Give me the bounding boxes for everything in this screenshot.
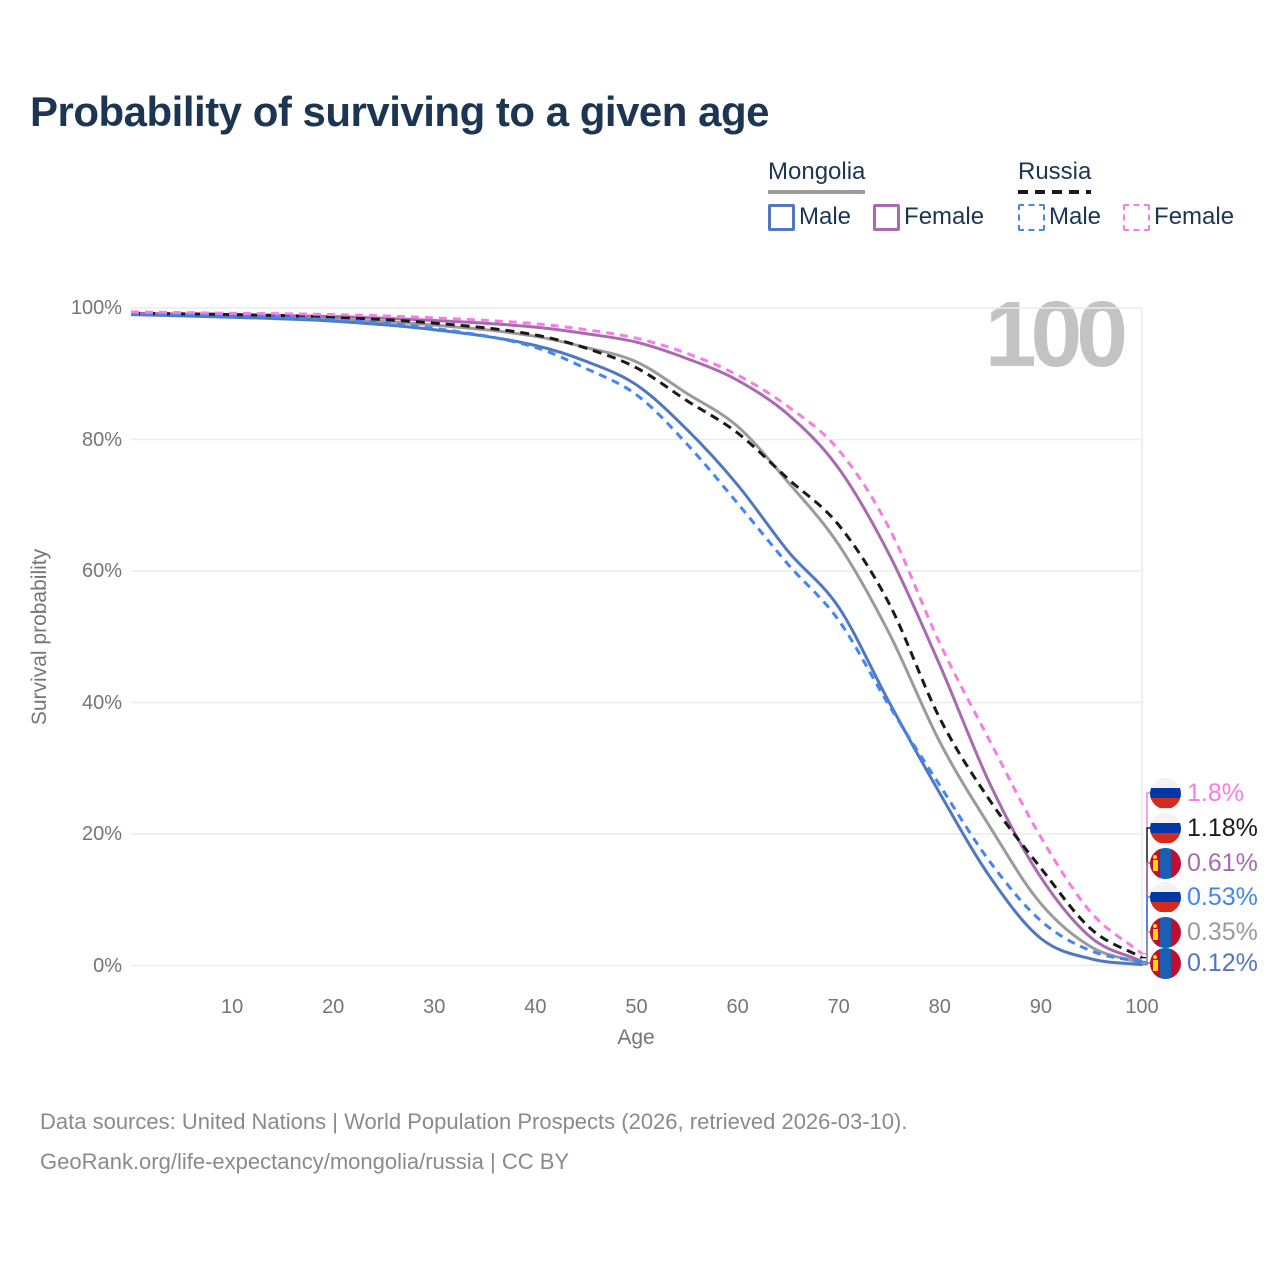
x-tick-40: 40 <box>524 996 547 1018</box>
legend-country-russia: Russia <box>1018 158 1092 185</box>
x-tick-100: 100 <box>1125 996 1159 1018</box>
y-tick-0%: 0% <box>93 954 122 977</box>
russia-line-style-sample <box>1018 190 1092 194</box>
footer-data-sources: Data sources: United Nations | World Pop… <box>40 1109 908 1134</box>
x-tick-20: 20 <box>322 996 345 1018</box>
legend-group-russia: Russia Male Female <box>1018 158 1234 231</box>
y-tick-40%: 40% <box>81 691 122 714</box>
end-value-text: 0.53% <box>1187 882 1258 911</box>
x-tick-70: 70 <box>827 996 850 1018</box>
series-line-russia-both-sexes[interactable] <box>130 311 1143 960</box>
end-label-mongolia-male: 0.12% <box>1150 947 1258 979</box>
end-value-text: 1.18% <box>1187 813 1258 842</box>
end-value-text: 1.8% <box>1187 778 1244 807</box>
y-tick-80%: 80% <box>81 428 122 451</box>
legend-item-russia-male[interactable]: Male <box>1018 203 1101 231</box>
mongolia-female-swatch-icon <box>873 203 901 231</box>
end-label-russia-both-sexes: 1.18% <box>1150 812 1258 844</box>
age-counter: 100 <box>984 282 1128 386</box>
legend-label-mongolia-female: Female <box>904 203 985 230</box>
soyombo-icon <box>1152 854 1158 871</box>
footer: Data sources: United Nations | World Pop… <box>40 1102 907 1182</box>
page-title: Probability of surviving to a given age <box>30 88 769 135</box>
legend-label-russia-male: Male <box>1049 203 1102 230</box>
mongolia-flag-icon <box>1150 916 1181 948</box>
end-value-text: 0.61% <box>1187 848 1258 877</box>
soyombo-icon <box>1152 923 1158 940</box>
mongolia-flag-icon <box>1150 847 1181 879</box>
legend-item-mongolia-female[interactable]: Female <box>873 203 984 231</box>
soyombo-icon <box>1152 954 1158 971</box>
mongolia-male-swatch-icon <box>768 203 795 231</box>
x-tick-90: 90 <box>1029 996 1053 1018</box>
x-axis-title: Age <box>617 1026 655 1049</box>
legend-label-russia-female: Female <box>1154 203 1235 230</box>
legend-item-mongolia-male[interactable]: Male <box>768 203 851 231</box>
russia-flag-icon <box>1150 777 1181 809</box>
end-label-mongolia-both-sexes: 0.35% <box>1150 916 1258 948</box>
russia-female-swatch-icon <box>1123 203 1151 231</box>
russia-flag-icon <box>1150 881 1181 913</box>
series-line-mongolia-male[interactable] <box>130 313 1143 967</box>
end-value-text: 0.35% <box>1187 917 1258 946</box>
y-tick-60%: 60% <box>81 560 122 582</box>
footer-attribution: GeoRank.org/life-expectancy/mongolia/rus… <box>40 1149 570 1174</box>
legend-label-mongolia-male: Male <box>799 203 852 230</box>
legend-item-russia-female[interactable]: Female <box>1123 203 1234 231</box>
russia-male-swatch-icon <box>1018 203 1045 231</box>
y-tick-100%: 100% <box>70 297 122 319</box>
end-label-russia-female: 1.8% <box>1150 777 1244 809</box>
russia-flag-icon <box>1150 812 1181 844</box>
x-tick-10: 10 <box>220 996 244 1018</box>
y-axis-title-wrap: Survival probability <box>18 308 62 966</box>
x-tick-80: 80 <box>928 996 951 1018</box>
legend-group-mongolia: Mongolia Male Female <box>768 158 984 231</box>
series-line-russia-female[interactable] <box>130 310 1143 955</box>
x-tick-60: 60 <box>726 996 749 1018</box>
mongolia-flag-icon <box>1150 947 1181 979</box>
series-line-russia-male[interactable] <box>130 312 1143 964</box>
series-line-mongolia-both-sexes[interactable] <box>130 312 1143 965</box>
end-value-text: 0.12% <box>1187 948 1258 977</box>
end-label-mongolia-female: 0.61% <box>1150 847 1258 879</box>
survival-probability-chart <box>130 307 1155 967</box>
mongolia-line-style-sample <box>768 190 866 194</box>
y-tick-20%: 20% <box>81 823 122 845</box>
legend-country-mongolia: Mongolia <box>768 158 866 185</box>
end-label-russia-male: 0.53% <box>1150 881 1258 913</box>
x-tick-30: 30 <box>423 996 446 1018</box>
x-tick-50: 50 <box>625 996 648 1018</box>
